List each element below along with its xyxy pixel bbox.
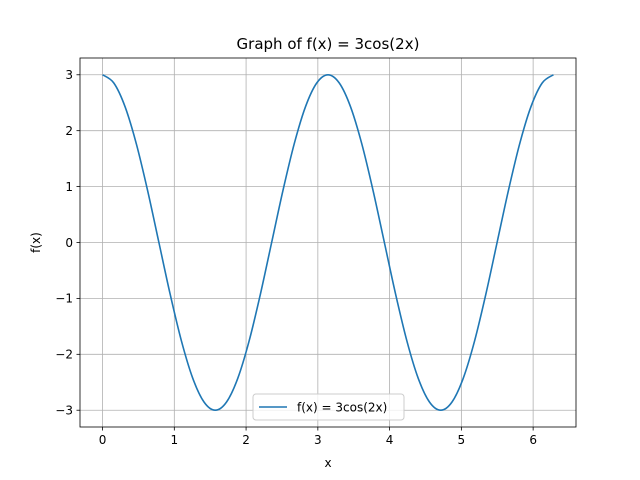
x-tick-label: 5 (458, 433, 466, 447)
y-tick-label: −1 (55, 292, 73, 306)
x-tick-label: 2 (242, 433, 250, 447)
grid (80, 58, 576, 427)
x-tick-label: 1 (170, 433, 178, 447)
y-ticks: −3 −2 −1 0 1 2 3 (55, 68, 80, 418)
x-axis-label: x (324, 456, 331, 470)
x-tick-label: 4 (386, 433, 394, 447)
legend-box (252, 393, 405, 421)
y-tick-label: −3 (55, 404, 73, 418)
y-axis-label: f(x) (29, 232, 43, 253)
x-tick-label: 3 (314, 433, 322, 447)
y-tick-label: 2 (65, 124, 73, 138)
y-tick-label: 0 (65, 236, 73, 250)
x-tick-label: 6 (529, 433, 537, 447)
chart-title: Graph of f(x) = 3cos(2x) (237, 35, 420, 53)
series-line (102, 73, 554, 412)
legend-label: f(x) = 3cos(2x) (297, 400, 387, 414)
y-tick-label: −2 (55, 348, 73, 362)
series-layer (102, 73, 554, 412)
y-tick-label: 1 (65, 180, 73, 194)
y-tick-label: 3 (65, 68, 73, 82)
x-ticks: 0 1 2 3 4 5 6 (99, 427, 537, 447)
legend: f(x) = 3cos(2x) (252, 393, 405, 421)
x-tick-label: 0 (99, 433, 107, 447)
